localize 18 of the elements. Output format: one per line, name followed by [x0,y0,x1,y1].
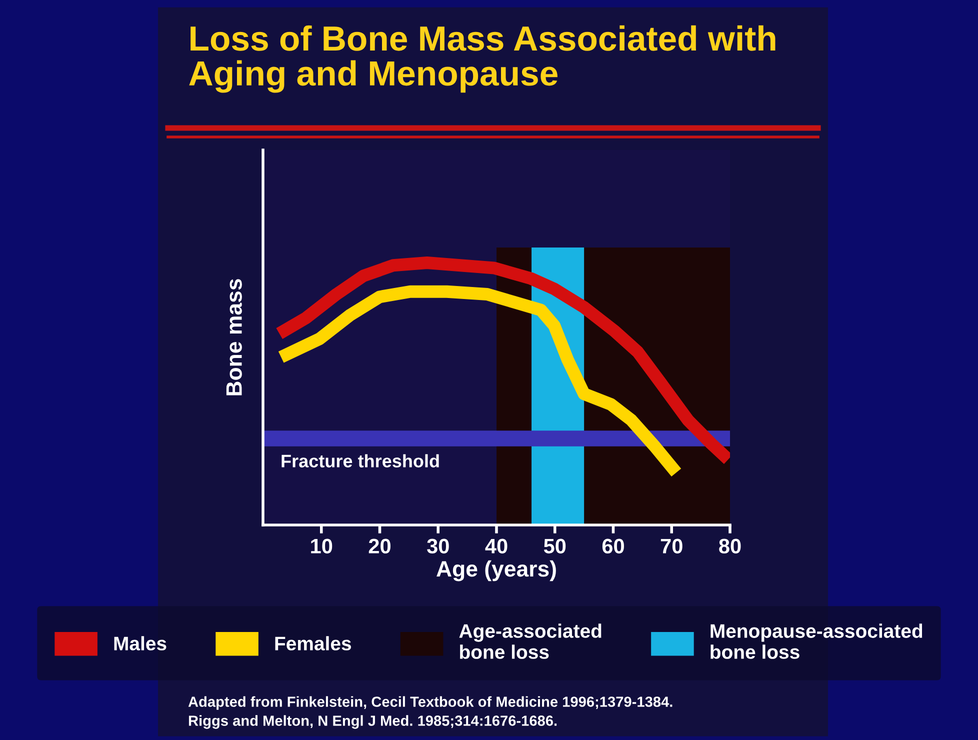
legend-label: Menopause-associated bone loss [710,624,922,659]
x-tick-label: 30 [427,538,449,554]
band-label: Fracture threshold [282,454,439,468]
x-tick-label: 20 [368,538,390,554]
text: Riggs and Melton, N Engl J Med. 1985;314:1676-1686. [188,715,557,729]
x-tick-label: 80 [719,538,741,554]
legend-label: Males [114,636,166,650]
y-axis-title: Bone mass [226,279,242,396]
x-axis-title: Age (years) [436,560,556,582]
legend-label: Females [275,636,352,650]
legend-label: Age-associated bone loss [459,624,602,659]
text: Adapted from Finkelstein, Cecil Textbook of Medicine 1996;1379-1384. [188,696,672,710]
x-tick-label: 60 [602,538,624,554]
x-tick-label: 40 [485,538,508,554]
chart-title: Loss of Bone Mass Associated with Aging and Menopause [189,25,776,93]
x-tick-label: 70 [660,538,682,554]
x-tick-label: 50 [544,538,566,554]
x-tick-label: 10 [311,538,332,554]
